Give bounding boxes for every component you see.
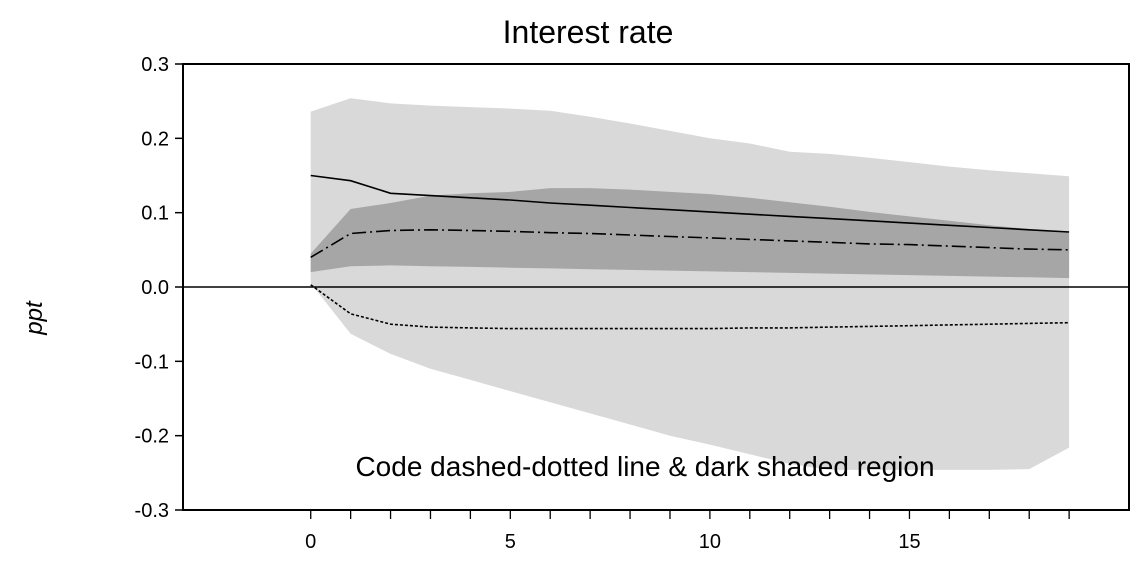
y-axis-ticks: -0.3 -0.2 -0.1 0.0 0.1 0.2 0.3 <box>135 54 183 522</box>
confidence-bands <box>310 98 1070 470</box>
x-tick-label: 0 <box>305 531 316 553</box>
x-tick-label: 10 <box>699 531 721 553</box>
chart-title: Interest rate <box>503 14 674 50</box>
annotation-text: Code dashed-dotted line & dark shaded re… <box>355 451 934 482</box>
x-tick-label: 15 <box>898 531 920 553</box>
y-tick-label: 0.0 <box>141 277 169 299</box>
dark-shaded-band <box>310 188 1070 279</box>
y-tick-label: 0.3 <box>141 54 169 76</box>
y-tick-label: -0.1 <box>135 351 169 373</box>
y-tick-label: -0.2 <box>135 426 169 448</box>
y-tick-label: 0.2 <box>141 128 169 150</box>
series-line-solid <box>310 174 1070 233</box>
series-lines <box>310 174 1070 330</box>
light-shaded-band <box>310 98 1070 470</box>
y-tick-label: -0.3 <box>135 500 169 522</box>
series-line-dashdot <box>310 228 1070 258</box>
series-line-dotted <box>310 284 1070 330</box>
x-axis-ticks: 0 5 10 15 <box>305 510 1070 553</box>
x-tick-label: 5 <box>505 531 516 553</box>
y-tick-label: 0.1 <box>141 203 169 225</box>
y-axis-label: ppt <box>21 300 48 336</box>
